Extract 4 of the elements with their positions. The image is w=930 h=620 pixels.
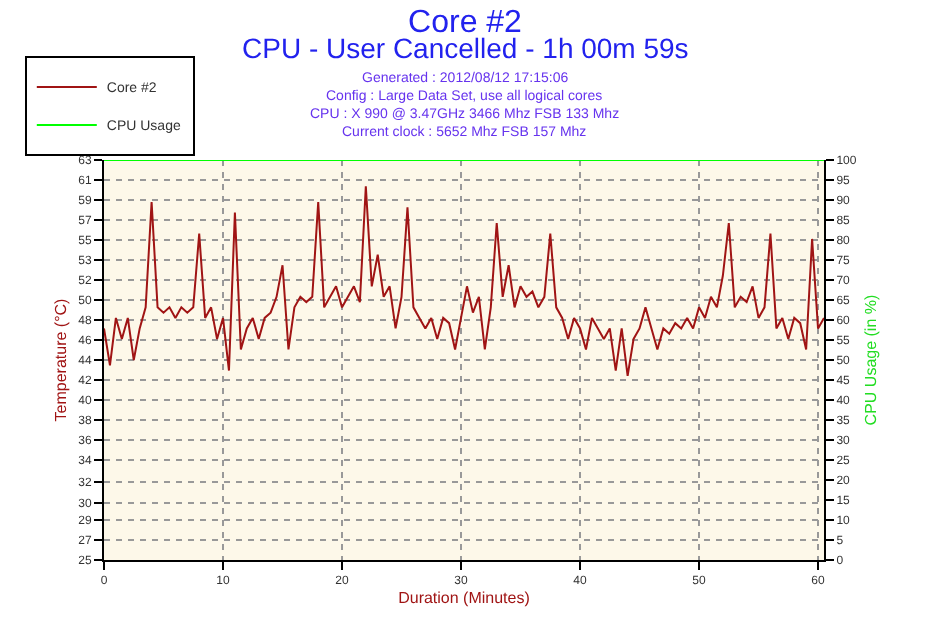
- x-axis-title: Duration (Minutes): [398, 588, 531, 607]
- y2-axis-title: CPU Usage (in %): [861, 293, 880, 426]
- y-axis-title: Temperature (°C): [51, 297, 70, 422]
- line-series: [104, 185, 824, 377]
